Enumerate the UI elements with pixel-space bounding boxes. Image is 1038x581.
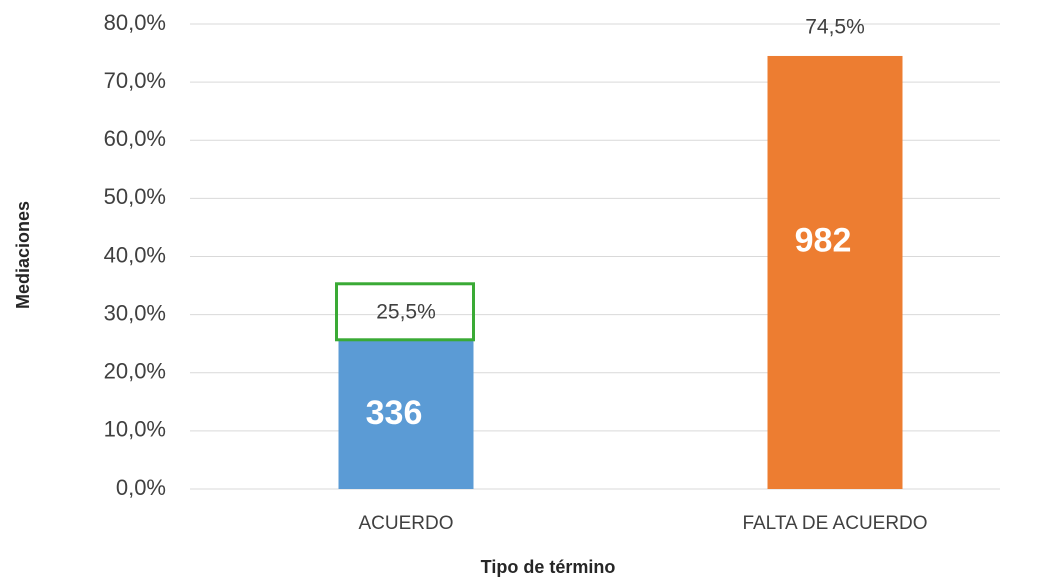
- y-tick-label: 50,0%: [104, 184, 166, 209]
- y-tick-label: 30,0%: [104, 300, 166, 325]
- y-tick-label: 10,0%: [104, 417, 166, 442]
- bar: [767, 55, 903, 489]
- y-tick-label: 0,0%: [116, 475, 166, 500]
- x-axis-title: Tipo de término: [481, 557, 616, 577]
- bar: [338, 340, 474, 489]
- value-label: 25,5%: [376, 300, 436, 323]
- value-label: 74,5%: [805, 16, 865, 39]
- count-label: 982: [795, 221, 852, 259]
- count-label: 336: [366, 394, 423, 432]
- x-tick-label: ACUERDO: [358, 513, 453, 534]
- x-tick-label: FALTA DE ACUERDO: [742, 513, 927, 534]
- y-tick-label: 20,0%: [104, 359, 166, 384]
- y-tick-label: 70,0%: [104, 68, 166, 93]
- y-axis-title: Mediaciones: [13, 201, 33, 309]
- label-highlight: [335, 282, 475, 342]
- y-tick-label: 40,0%: [104, 242, 166, 267]
- y-tick-label: 80,0%: [104, 10, 166, 35]
- y-tick-label: 60,0%: [104, 126, 166, 151]
